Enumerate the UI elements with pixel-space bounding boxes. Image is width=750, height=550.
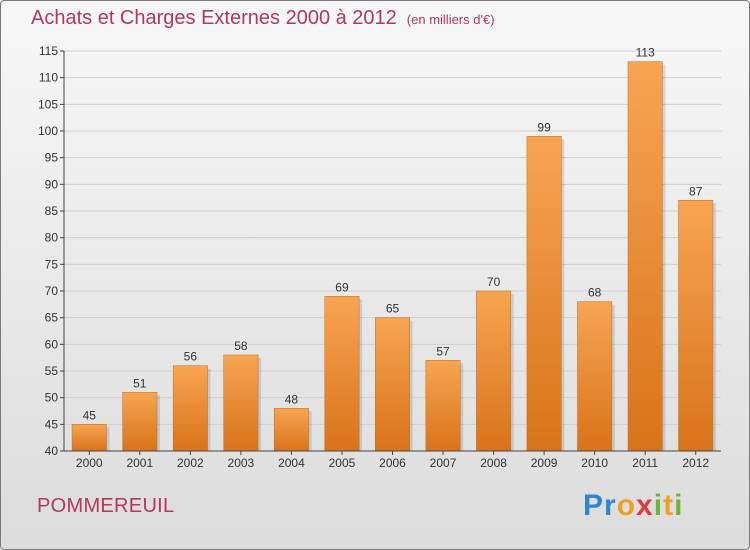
y-tick-label-90: 90 (45, 177, 59, 191)
x-tick-label-2000: 2000 (76, 456, 103, 470)
bar-2012 (678, 200, 714, 452)
y-tick-label-100: 100 (38, 124, 58, 138)
y-tick-label-60: 60 (45, 337, 59, 351)
value-label-2008: 70 (487, 275, 501, 289)
value-label-2005: 69 (335, 280, 349, 294)
bar-2005 (324, 296, 360, 452)
x-tick-label-2006: 2006 (379, 456, 406, 470)
x-tick-label-2010: 2010 (581, 456, 608, 470)
y-tick-label-75: 75 (45, 257, 59, 271)
value-label-2002: 56 (184, 350, 198, 364)
value-label-2001: 51 (133, 376, 147, 390)
x-tick-label-2001: 2001 (126, 456, 153, 470)
x-tick-label-2007: 2007 (430, 456, 457, 470)
bar-2003 (223, 354, 259, 452)
value-label-2007: 57 (436, 344, 450, 358)
y-tick-label-55: 55 (45, 364, 59, 378)
value-label-2010: 68 (588, 286, 602, 300)
value-label-2009: 99 (537, 120, 551, 134)
y-tick-label-110: 110 (39, 71, 58, 85)
proxiti-logo: Proxiti (583, 489, 684, 522)
value-label-2004: 48 (285, 392, 299, 406)
bar-2002 (172, 365, 208, 452)
value-label-2000: 45 (83, 408, 97, 422)
x-tick-label-2003: 2003 (228, 456, 255, 470)
bar-2011 (627, 61, 663, 452)
x-tick-label-2012: 2012 (682, 456, 709, 470)
bar-2007 (425, 360, 461, 452)
labels: 40 45 50 55 60 65 70 75 80 85 90 95 100 105 110 115 2000… (38, 44, 709, 470)
value-label-2003: 58 (234, 339, 248, 353)
bar-2006 (375, 317, 410, 452)
y-tick-label-95: 95 (45, 151, 59, 165)
bar-2004 (273, 408, 309, 452)
chart-title-text: Achats et Charges Externes 2000 à 2012 (31, 7, 397, 29)
x-tick-label-2002: 2002 (177, 456, 204, 470)
y-tick-label-45: 45 (45, 417, 59, 431)
x-tick-label-2009: 2009 (531, 456, 558, 470)
chart-title: Achats et Charges Externes 2000 à 2012 (e… (31, 7, 495, 30)
y-tick-label-105: 105 (38, 97, 58, 111)
bar-2010 (577, 301, 613, 452)
value-label-2011: 113 (636, 46, 655, 60)
bar-2008 (476, 290, 512, 452)
bar-2000 (71, 424, 107, 452)
x-tick-label-2005: 2005 (329, 456, 356, 470)
y-tick-label-50: 50 (45, 391, 59, 405)
y-tick-label-70: 70 (45, 284, 59, 298)
value-label-2006: 65 (386, 302, 400, 316)
x-tick-label-2008: 2008 (480, 456, 507, 470)
value-label-2012: 87 (689, 184, 703, 198)
x-tick-label-2011: 2011 (632, 456, 658, 470)
x-tick-label-2004: 2004 (278, 456, 305, 470)
y-tick-label-85: 85 (45, 204, 59, 218)
y-tick-label-115: 115 (39, 44, 58, 58)
y-tick-label-65: 65 (45, 311, 59, 325)
chart-subtitle: (en milliers d'€) (406, 12, 495, 27)
bars (71, 61, 716, 452)
y-tick-label-80: 80 (45, 231, 59, 245)
axes (60, 50, 721, 455)
bar-2001 (122, 392, 158, 452)
y-tick-label-40: 40 (45, 444, 59, 458)
location-name: POMMEREUIL (37, 495, 175, 517)
bar-2009 (526, 136, 562, 452)
